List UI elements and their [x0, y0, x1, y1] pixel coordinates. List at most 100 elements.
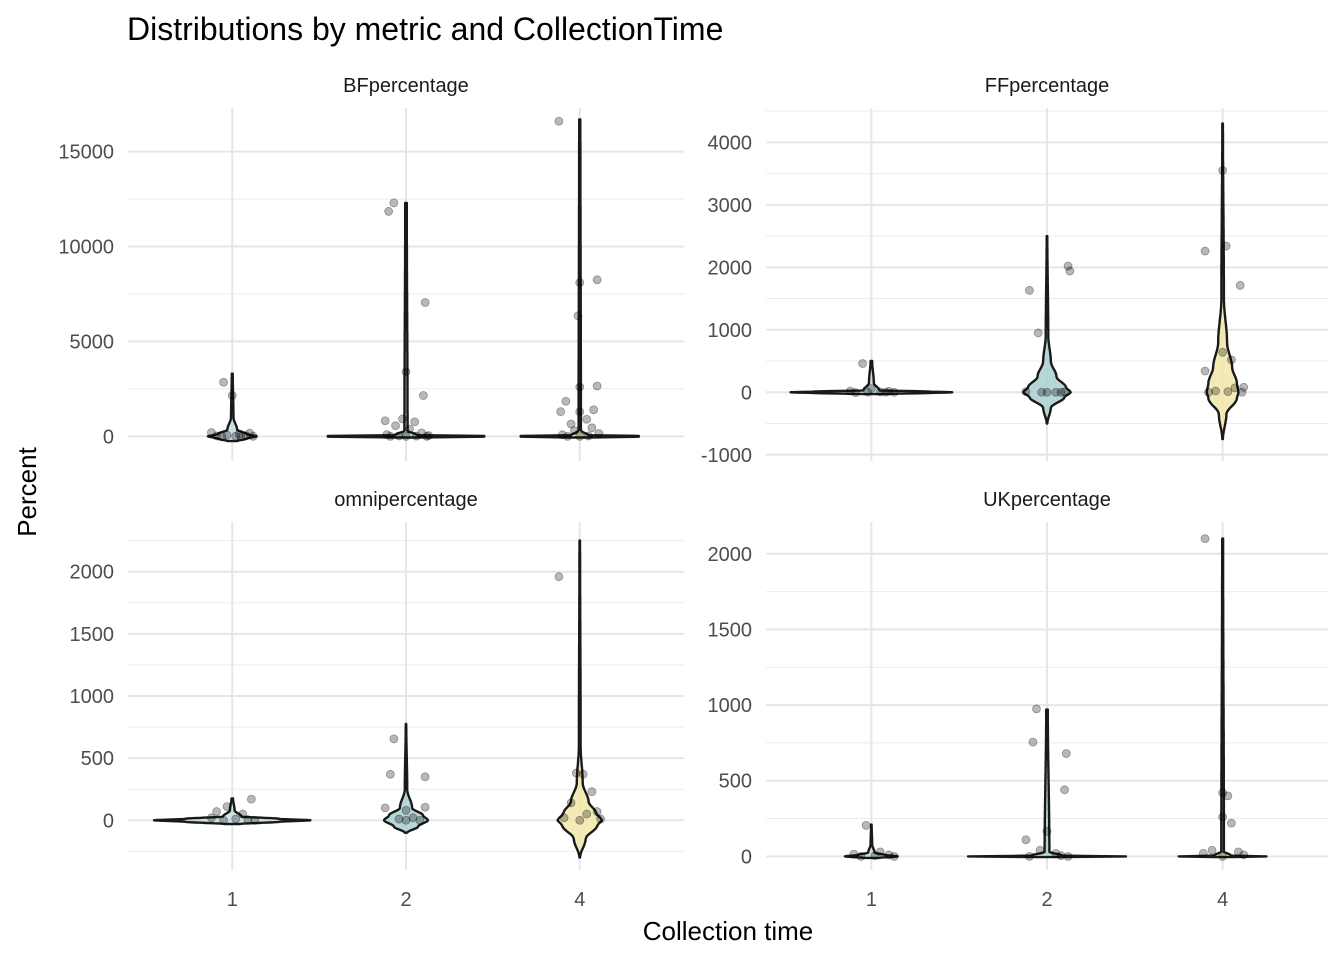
jitter-point — [1198, 848, 1208, 858]
jitter-point — [1060, 785, 1069, 795]
jitter-point — [1227, 355, 1236, 365]
jitter-point — [1200, 534, 1210, 544]
jitter-point — [1035, 845, 1045, 855]
y-tick-label: 2000 — [708, 257, 753, 279]
jitter-point — [398, 414, 407, 424]
y-tick-label: 1000 — [708, 320, 753, 342]
jitter-point — [1021, 387, 1031, 397]
violin-ukpercentage-1 — [843, 823, 899, 860]
jitter-point — [1056, 387, 1066, 397]
jitter-point — [584, 431, 593, 441]
violin-ffpercentage-1 — [789, 359, 954, 396]
jitter-point — [1042, 827, 1052, 836]
jitter-point — [389, 734, 399, 744]
x-tick-label: 4 — [1217, 889, 1228, 911]
jitter-point — [566, 798, 576, 808]
panels-group: 050001000015000BFpercentage-100001000200… — [58, 75, 1328, 911]
jitter-point — [575, 431, 585, 441]
jitter-point — [575, 815, 585, 825]
violin-omnipercentage-2 — [382, 722, 430, 834]
jitter-point — [1200, 366, 1210, 376]
jitter-point — [856, 851, 866, 861]
jitter-point — [1028, 737, 1038, 747]
chart-title: Distributions by metric and CollectionTi… — [127, 11, 723, 47]
jitter-point — [394, 814, 404, 824]
jitter-point — [401, 815, 411, 825]
x-tick-label: 2 — [400, 889, 411, 911]
jitter-point — [884, 386, 894, 396]
jitter-point — [1235, 281, 1245, 290]
jitter-point — [217, 432, 227, 441]
jitter-point — [241, 431, 251, 441]
jitter-point — [231, 431, 241, 441]
jitter-point — [866, 384, 876, 393]
jitter-point — [410, 417, 420, 427]
jitter-point — [1061, 749, 1071, 758]
jitter-point — [424, 431, 433, 440]
jitter-point — [575, 382, 585, 392]
jitter-point — [592, 381, 602, 391]
violin-bfpercentage-4 — [519, 118, 640, 439]
jitter-point — [1025, 286, 1034, 295]
jitter-point — [1200, 246, 1210, 256]
jitter-point — [554, 116, 564, 126]
y-tick-label: 0 — [741, 846, 752, 868]
jitter-point — [212, 807, 222, 816]
jitter-point — [1056, 851, 1066, 861]
jitter-point — [1037, 387, 1047, 397]
jitter-point — [845, 386, 855, 396]
panel-omnipercentage: 0 500 1000 1500 2000 omnipercentage 1 2 4 — [70, 489, 684, 911]
jitter-point — [1033, 328, 1043, 338]
jitter-point — [405, 424, 414, 434]
jitter-point — [849, 849, 859, 859]
jitter-point — [1227, 818, 1236, 828]
jitter-point — [575, 407, 585, 417]
x-tick-label: 4 — [574, 889, 585, 911]
jitter-point — [422, 431, 432, 441]
jitter-point — [420, 772, 430, 782]
jitter-point — [575, 278, 585, 288]
jitter-point — [554, 572, 564, 582]
panel-bfpercentage: 0 5000 10000 15000 BFpercentage — [58, 75, 684, 461]
jitter-point — [222, 802, 232, 812]
y-tick-label: 1000 — [70, 686, 115, 708]
violin-ffpercentage-4 — [1205, 122, 1240, 441]
violin-bfpercentage-2 — [326, 201, 486, 439]
jitter-point — [1051, 848, 1061, 858]
jitter-point — [1221, 241, 1231, 251]
jitter-point — [1025, 851, 1034, 861]
y-tick-label: 1500 — [70, 624, 115, 646]
jitter-point — [571, 768, 581, 778]
jitter-point — [1237, 387, 1247, 397]
jitter-point — [881, 387, 890, 397]
y-tick-label: -1000 — [701, 445, 752, 467]
jitter-point — [243, 815, 253, 825]
violin-bfpercentage-1 — [206, 372, 258, 443]
violin-omnipercentage-4 — [556, 539, 604, 859]
y-tick-label: 10000 — [58, 237, 114, 259]
violin-omnipercentage-1 — [152, 797, 312, 826]
x-tick-label: 2 — [1041, 889, 1052, 911]
jitter-point — [231, 814, 241, 824]
jitter-point — [420, 298, 430, 307]
jitter-point — [1207, 845, 1217, 855]
jitter-point — [592, 275, 602, 285]
y-tick-label: 3000 — [708, 195, 753, 217]
jitter-point — [391, 421, 400, 431]
jitter-point — [401, 805, 411, 815]
jitter-point — [384, 207, 394, 216]
y-tick-label: 0 — [103, 810, 114, 832]
jitter-point — [557, 430, 567, 440]
y-tick-label: 0 — [103, 426, 114, 448]
jitter-point — [417, 428, 427, 438]
jitter-point — [389, 198, 399, 208]
jitter-point — [1065, 266, 1075, 276]
jitter-point — [401, 367, 411, 377]
jitter-point — [1211, 386, 1220, 396]
jitter-point — [596, 814, 605, 824]
jitter-point — [206, 813, 216, 823]
jitter-point — [385, 431, 395, 441]
jitter-point — [587, 423, 597, 433]
jitter-point — [418, 391, 428, 400]
